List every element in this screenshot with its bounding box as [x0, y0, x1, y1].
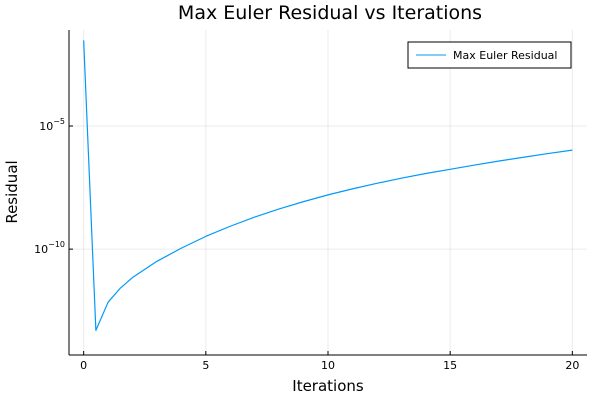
- y-axis-label: Residual: [3, 160, 21, 223]
- y-tick-label: 10−10: [34, 240, 65, 256]
- series-line: [83, 40, 573, 331]
- grid: [69, 30, 587, 355]
- y-ticks: 10−5 10−10: [34, 117, 73, 256]
- x-tick-label: 15: [443, 359, 457, 372]
- x-ticks: 0 5 10 15 20: [80, 351, 579, 372]
- series-layer: [83, 40, 573, 331]
- x-tick-label: 0: [80, 359, 87, 372]
- x-tick-label: 5: [202, 359, 209, 372]
- legend: Max Euler Residual: [407, 41, 572, 69]
- x-tick-label: 10: [321, 359, 335, 372]
- x-tick-label: 20: [565, 359, 579, 372]
- x-axis-label: Iterations: [292, 377, 364, 395]
- y-tick-label: 10−5: [39, 117, 65, 133]
- chart-title: Max Euler Residual vs Iterations: [178, 2, 482, 24]
- legend-label: Max Euler Residual: [453, 49, 557, 62]
